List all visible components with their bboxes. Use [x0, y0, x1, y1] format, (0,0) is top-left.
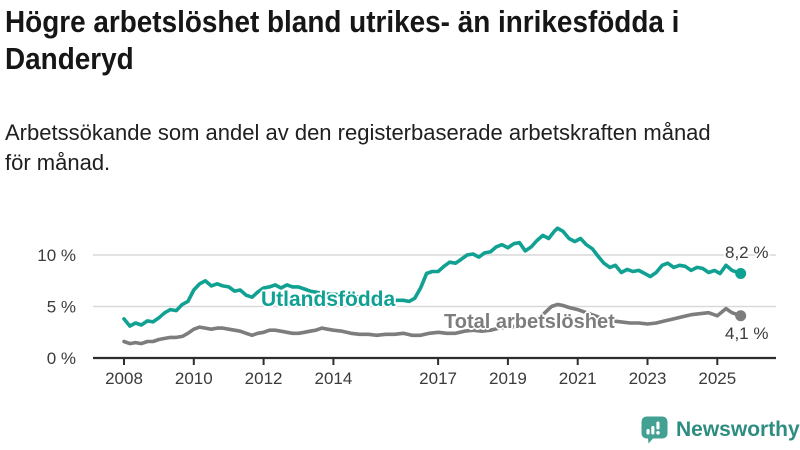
y-tick-label-0pct: 0 % [47, 349, 76, 368]
end-value-label-utlandsfodda: 8,2 % [725, 243, 769, 262]
logo-bar-small [646, 429, 650, 435]
newsworthy-wordmark: Newsworthy [676, 418, 800, 441]
y-tick-label-10pct: 10 % [37, 246, 76, 265]
series-label-total-arbetsloshet: Total arbetslöshet [444, 311, 615, 333]
x-tick-label-2014: 2014 [314, 369, 352, 388]
x-tick-label-2008: 2008 [105, 369, 143, 388]
line-total-arbetsl-shet [122, 302, 743, 346]
logo-exclamation-dot [656, 431, 660, 435]
x-tick-label-2017: 2017 [419, 369, 457, 388]
page-title: Högre arbetslöshet bland utrikes- än inr… [5, 4, 679, 77]
subtitle-line-1: Arbetssökande som andel av den registerb… [5, 120, 711, 145]
end-dot-total-arbetsl-shet [735, 310, 747, 322]
end-value-label-total: 4,1 % [725, 324, 769, 343]
title-line-2: Danderyd [5, 40, 134, 76]
x-tick-label-2023: 2023 [629, 369, 667, 388]
x-tick-label-2010: 2010 [175, 369, 213, 388]
series-label-utlandsfodda: Utlandsfödda [261, 288, 396, 311]
subtitle-line-2: för månad. [5, 149, 111, 175]
newsworthy-bubble-chart-icon [641, 416, 668, 444]
x-tick-label-2019: 2019 [489, 369, 527, 388]
x-tick-label-2025: 2025 [698, 369, 736, 388]
end-dot-utlandsf-dda [735, 268, 747, 280]
chart-subtitle: Arbetssökande som andel av den registerb… [5, 118, 711, 178]
line-utlandsf-dda [122, 226, 743, 328]
title-line-1: Högre arbetslöshet bland utrikes- än inr… [5, 4, 680, 39]
x-tick-label-2021: 2021 [559, 369, 597, 388]
x-tick-label-2012: 2012 [245, 369, 283, 388]
y-tick-label-5pct: 5 % [47, 298, 76, 317]
newsworthy-logo[interactable]: Newsworthy [641, 416, 800, 444]
logo-bar-tall [651, 426, 655, 435]
logo-exclamation-bar [656, 421, 660, 430]
